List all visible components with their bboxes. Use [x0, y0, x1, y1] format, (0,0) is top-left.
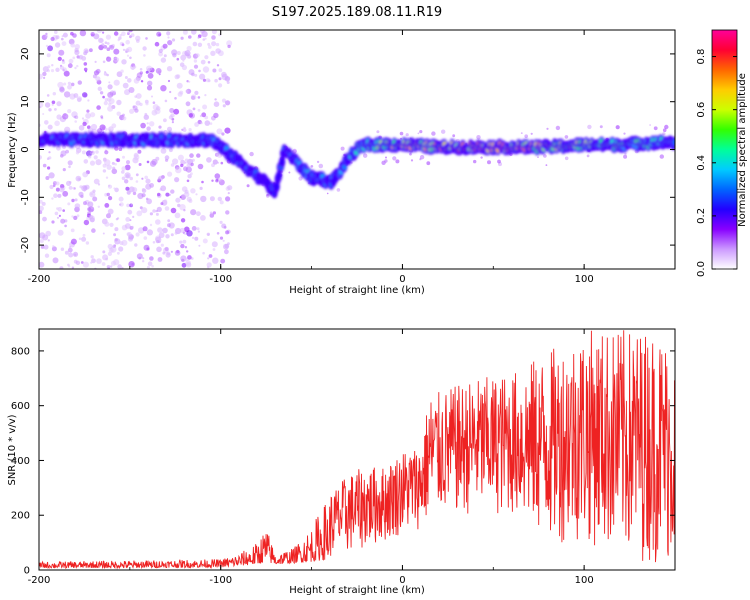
snr-x-axis-title: Height of straight line (km) [289, 585, 425, 596]
y-tick-label: 10 [20, 95, 31, 108]
x-tick-label: 0 [399, 575, 405, 586]
colorbar-tick-label: 0.2 [696, 208, 707, 224]
snr-frame [38, 328, 676, 571]
y-tick-label: -10 [20, 189, 31, 205]
colorbar-tick-label: 0.4 [696, 155, 707, 171]
x-tick-label: -100 [209, 575, 232, 586]
colorbar-gradient [711, 29, 738, 270]
snr-y-axis-title: SNR (10 * v/v) [7, 414, 18, 485]
x-tick-label: -200 [28, 274, 51, 285]
spectrogram-x-axis-title: Height of straight line (km) [289, 285, 425, 296]
spectral-ridge [39, 131, 675, 199]
spectrogram-y-axis-title: Frequency (Hz) [7, 112, 18, 188]
colorbar: 0.0 0.2 0.4 0.6 0.8 Normalized spectral ampl… [696, 29, 748, 277]
y-tick-label: 0 [20, 146, 31, 152]
y-tick-label: 20 [20, 48, 31, 61]
y-tick-label: -20 [20, 237, 31, 253]
colorbar-tick-label: 0.8 [696, 49, 707, 65]
snr-series-line [39, 330, 675, 570]
y-tick-label: 200 [11, 511, 30, 522]
x-tick-label: -200 [28, 575, 51, 586]
chart-title: S197.2025.189.08.11.R19 [272, 5, 442, 20]
colorbar-tick-label: 0.0 [696, 261, 707, 277]
x-tick-label: 0 [399, 274, 405, 285]
x-tick-label: 100 [575, 274, 594, 285]
snr-panel: -200 -100 0 100 0 200 400 600 800 Height of stra… [7, 328, 676, 596]
y-tick-label: 0 [24, 566, 30, 577]
snr-ticks: -200 -100 0 100 0 200 400 600 800 [11, 329, 676, 586]
y-tick-label: 600 [11, 401, 30, 412]
y-tick-label: 400 [11, 456, 30, 467]
x-tick-label: 100 [575, 575, 594, 586]
colorbar-tick-label: 0.6 [696, 102, 707, 118]
colorbar-title: Normalized spectral amplitude [737, 73, 748, 227]
x-tick-label: -100 [209, 274, 232, 285]
spectrogram-image [39, 30, 675, 269]
colorbar-ticks: 0.0 0.2 0.4 0.6 0.8 [696, 49, 737, 277]
y-tick-label: 800 [11, 346, 30, 357]
